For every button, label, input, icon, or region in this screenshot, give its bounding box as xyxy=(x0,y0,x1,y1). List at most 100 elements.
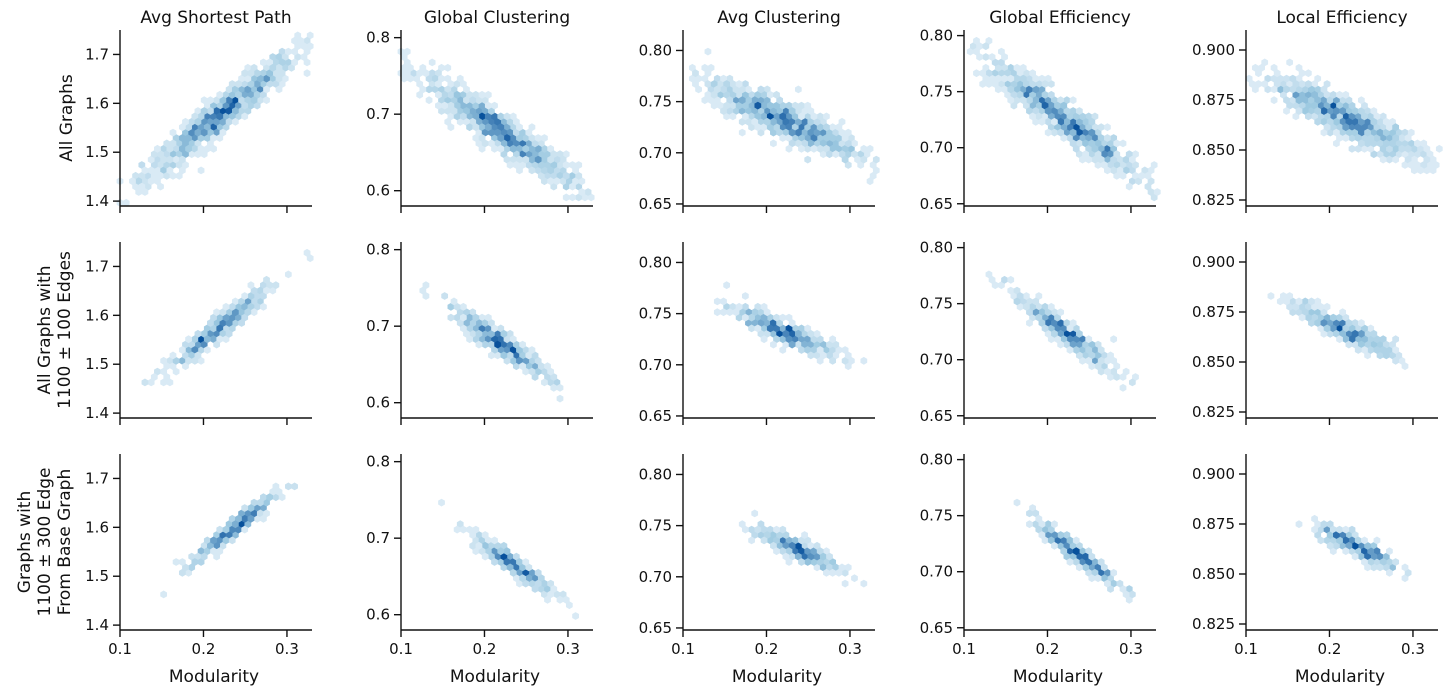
row-label: Graphs with 1100 ± 300 Edge From Base Grap… xyxy=(15,468,75,617)
hexbin-cell xyxy=(1361,134,1368,142)
hexbin-cell xyxy=(1116,579,1124,588)
hexbin-cell xyxy=(1047,101,1055,110)
hexbin-cell xyxy=(210,134,217,142)
hexbin-cell xyxy=(478,112,486,121)
hexbin-cell xyxy=(1351,117,1359,126)
hexbin-cell xyxy=(228,80,236,88)
hexbin-cell xyxy=(757,520,765,529)
hexbin-cell xyxy=(400,63,408,72)
hexbin-cell xyxy=(547,579,555,588)
hexbin-cell xyxy=(213,96,221,105)
hexbin-cell xyxy=(1035,525,1043,534)
hexbin-cell xyxy=(1311,313,1318,322)
hexbin-cell xyxy=(1104,568,1111,577)
hexbin-cell xyxy=(481,107,489,115)
hexbin-cell xyxy=(826,351,833,360)
hexbin-cell xyxy=(838,139,846,148)
hexbin-cell xyxy=(1382,150,1390,159)
hexbin-cell xyxy=(216,536,224,545)
hexbin-cell xyxy=(1276,85,1284,94)
hexbin-cell xyxy=(1389,128,1396,137)
hexbin-cell xyxy=(1389,340,1396,349)
hexbin-cell xyxy=(1097,356,1105,365)
hexbin-cell xyxy=(1304,69,1312,78)
hexbin-cell xyxy=(813,117,821,126)
hexbin-cell xyxy=(1066,335,1074,344)
hexbin-cell xyxy=(807,541,815,550)
hexbin-cell xyxy=(453,525,461,534)
hexbin-cell xyxy=(1295,63,1303,72)
hexbin-cell xyxy=(500,139,508,148)
hexbin-cell xyxy=(472,134,480,142)
hexbin-cell xyxy=(1370,329,1378,338)
hexbin-cell xyxy=(1044,107,1052,115)
hexbin-cell xyxy=(213,329,221,338)
hexbin-cell xyxy=(1357,319,1365,327)
hexbin-cell xyxy=(556,171,564,180)
hexbin-cell xyxy=(1075,128,1083,137)
hexbin-cell xyxy=(178,558,186,566)
hexbin-cell xyxy=(475,107,483,115)
hexbin-cell xyxy=(1298,313,1306,322)
hexbin-cell xyxy=(729,80,737,88)
hexbin-cell xyxy=(1066,123,1074,132)
hexbin-cell xyxy=(250,498,258,507)
hexbin-cell xyxy=(1270,63,1278,72)
hexbin-cell xyxy=(238,297,245,306)
hexbin-cell xyxy=(1326,128,1334,137)
hexbin-cell xyxy=(494,139,502,148)
hexbin-cell xyxy=(306,254,314,263)
hexbin-cell xyxy=(1075,329,1083,338)
hexbin-cell xyxy=(294,53,302,61)
hexbin-cell xyxy=(531,139,539,148)
hexbin-cell xyxy=(272,281,280,290)
hexbin-cell xyxy=(1019,297,1027,306)
hexbin-cell xyxy=(247,281,255,290)
hexbin-cell xyxy=(1370,128,1378,137)
hexbin-cell xyxy=(178,166,186,175)
hexbin-cell xyxy=(704,47,712,56)
hexbin-cell xyxy=(188,117,196,126)
hexbin-cell xyxy=(219,308,227,317)
hexbin-cell xyxy=(1088,128,1096,137)
hexbin-cell xyxy=(1292,112,1300,121)
hexbin-cell xyxy=(1376,340,1384,349)
hexbin-cell xyxy=(1320,319,1328,327)
hexbin-cell xyxy=(1057,340,1065,349)
hexbin-cell xyxy=(241,292,249,300)
hexbin-cell xyxy=(1051,117,1058,126)
hexbin-cell xyxy=(438,107,445,115)
hexbin-cell xyxy=(1342,536,1350,545)
hexbin-cell xyxy=(453,80,461,88)
hexbin-cell xyxy=(238,509,245,518)
hexbin-cell xyxy=(1069,541,1077,550)
hexbin-cell xyxy=(1029,302,1036,311)
hexbin-cell xyxy=(294,42,302,51)
hexbin-cell xyxy=(835,134,843,142)
hexbin-cell xyxy=(785,324,793,333)
hexbin-cell xyxy=(191,112,199,121)
hexbin-cell xyxy=(250,96,258,105)
x-tick-label: 0.1 xyxy=(1234,640,1258,658)
hexbin-cell xyxy=(1110,579,1118,588)
hexbin-cell xyxy=(1379,346,1387,354)
hexbin-cell xyxy=(1079,346,1086,354)
hexbin-cell xyxy=(770,329,777,338)
hexbin-cell xyxy=(247,69,255,78)
hexbin-cell xyxy=(785,313,793,322)
hexbin-cell xyxy=(816,335,824,344)
hexbin-cell xyxy=(1038,117,1046,126)
hexbin-cell xyxy=(729,112,737,121)
hexbin-cell xyxy=(776,541,784,550)
hexbin-cell xyxy=(745,107,752,115)
hexbin-cell xyxy=(1088,351,1096,360)
hexbin-cell xyxy=(484,335,492,344)
hexbin-cell xyxy=(835,144,843,153)
hexbin-cell xyxy=(1041,302,1049,311)
hexbin-cell xyxy=(1082,563,1089,572)
hexbin-cell xyxy=(1298,101,1306,110)
hexbin-cell xyxy=(1351,340,1359,349)
hexbin-cell xyxy=(522,155,530,164)
hexbin-cell xyxy=(141,177,149,186)
